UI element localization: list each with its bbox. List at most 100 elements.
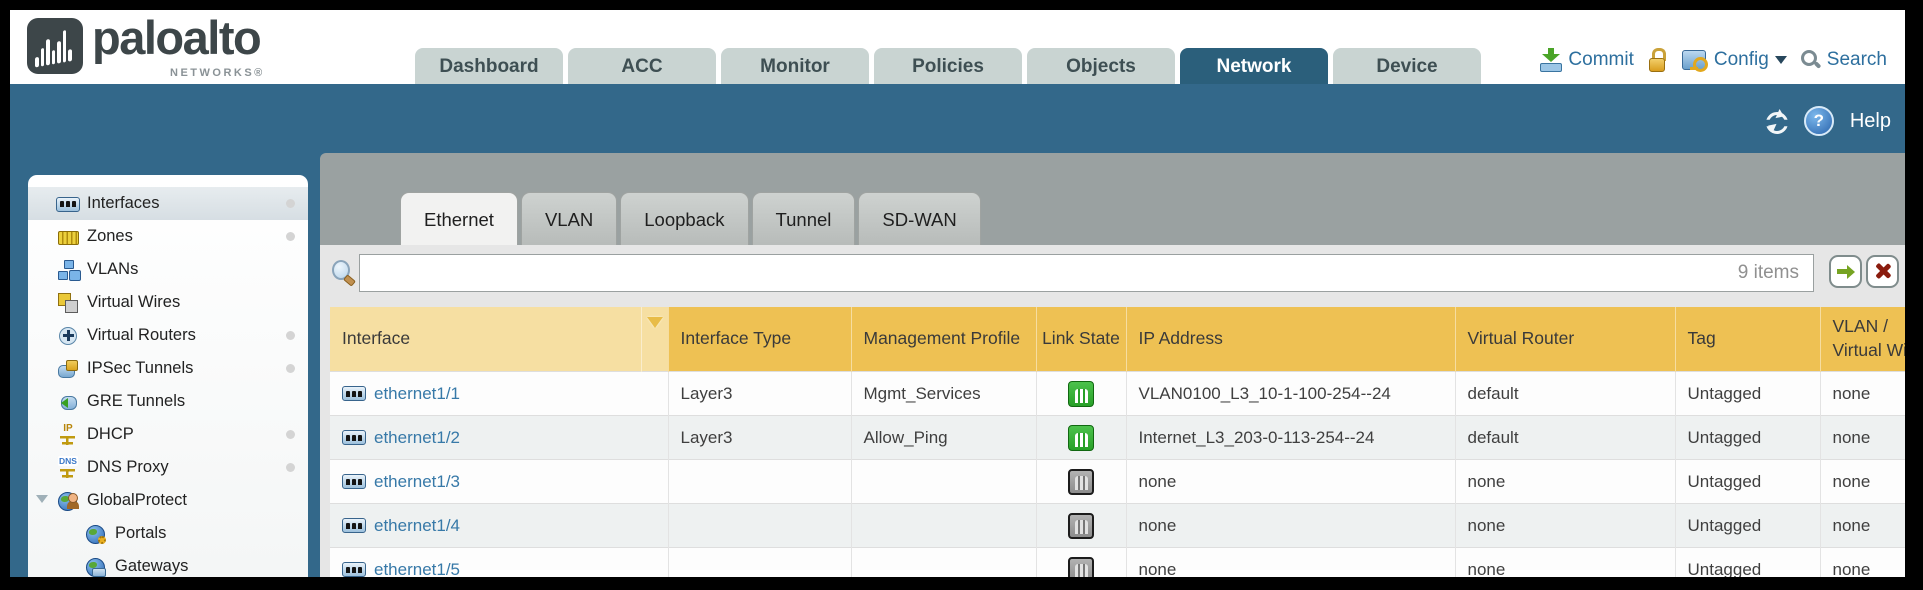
sidebar-item-label: DNS Proxy <box>87 458 169 476</box>
commit-icon <box>1540 48 1563 72</box>
cell-vlan-virtual-wire: none <box>1820 459 1905 504</box>
sidebar-item-globalprotect[interactable]: GlobalProtect <box>28 484 308 517</box>
nav-tab-network[interactable]: Network <box>1180 48 1328 84</box>
interface-link[interactable]: ethernet1/3 <box>374 471 461 491</box>
zones-icon <box>58 227 79 247</box>
table-row-ethernet1-1[interactable]: ethernet1/1 Layer3 Mgmt_Services VLAN0100_L… <box>330 371 1905 416</box>
search-icon <box>1800 50 1822 70</box>
status-dot <box>286 430 295 439</box>
cell-vlan-virtual-wire: none <box>1820 547 1905 577</box>
table-row-ethernet1-4[interactable]: ethernet1/4 none none Untagged none <box>330 503 1905 548</box>
apply-filter-button[interactable] <box>1829 255 1862 288</box>
nav-tab-objects[interactable]: Objects <box>1027 48 1175 84</box>
search-button[interactable]: Search <box>1800 49 1887 71</box>
content-area: 9 items <box>320 245 1905 577</box>
sidebar-item-label: IPSec Tunnels <box>87 359 194 377</box>
sidebar-item-virtual-wires[interactable]: Virtual Wires <box>28 286 308 319</box>
cell-ip-address: VLAN0100_L3_10-1-100-254--24 <box>1126 371 1456 416</box>
interface-icon <box>342 562 366 577</box>
cell-management-profile: Mgmt_Services <box>851 371 1037 416</box>
status-dot <box>286 463 295 472</box>
sidebar-item-ipsec-tunnels[interactable]: IPSec Tunnels <box>28 352 308 385</box>
clear-filter-button[interactable] <box>1866 255 1899 288</box>
tab-vlan[interactable]: VLAN <box>520 192 618 246</box>
interface-link[interactable]: ethernet1/2 <box>374 427 461 447</box>
table-row-ethernet1-3[interactable]: ethernet1/3 none none Untagged none <box>330 459 1905 504</box>
tab-sd-wan[interactable]: SD-WAN <box>858 192 981 246</box>
tab-loopback[interactable]: Loopback <box>620 192 749 246</box>
gateways-icon <box>86 557 106 577</box>
col-interface[interactable]: Interface <box>330 307 642 372</box>
sidebar-item-dns-proxy[interactable]: DNS DNS Proxy <box>28 451 308 484</box>
filter-search-icon <box>330 260 356 287</box>
col-interface-type[interactable]: Interface Type <box>668 307 852 372</box>
interface-link[interactable]: ethernet1/4 <box>374 515 461 535</box>
green-arrow-icon <box>1837 264 1855 278</box>
nav-tab-dashboard[interactable]: Dashboard <box>415 48 563 84</box>
config-menu-button[interactable]: Config <box>1681 48 1787 72</box>
sidebar-item-virtual-routers[interactable]: Virtual Routers <box>28 319 308 352</box>
sidebar-item-zones[interactable]: Zones <box>28 220 308 253</box>
cell-management-profile <box>851 503 1037 548</box>
sidebar-item-label: GlobalProtect <box>87 491 187 509</box>
status-dot <box>286 364 295 373</box>
dhcp-icon: IP <box>58 423 78 445</box>
sidebar-item-interfaces[interactable]: Interfaces <box>28 187 308 220</box>
filter-toolbar: 9 items <box>330 252 1899 298</box>
col-virtual-router[interactable]: Virtual Router <box>1455 307 1676 372</box>
sidebar-item-label: Portals <box>115 524 167 542</box>
cell-management-profile <box>851 547 1037 577</box>
col-vlan-virtual-wire[interactable]: VLAN / Virtual Wire <box>1820 307 1905 372</box>
sidebar-item-gre-tunnels[interactable]: GRE Tunnels <box>28 385 308 418</box>
sidebar-item-portals[interactable]: Portals <box>28 517 308 550</box>
sidebar-item-gateways[interactable]: Gateways <box>28 550 308 577</box>
interfaces-table: Interface Interface Type Management Prof… <box>330 307 1905 577</box>
lock-icon[interactable] <box>1648 48 1668 72</box>
cell-interface-type: Layer3 <box>668 415 852 460</box>
interface-link[interactable]: ethernet1/5 <box>374 559 461 578</box>
nav-tab-policies[interactable]: Policies <box>874 48 1022 84</box>
config-keys-icon <box>1681 48 1708 72</box>
interfaces-icon <box>56 194 80 214</box>
interface-icon <box>342 518 366 533</box>
sidebar-item-dhcp[interactable]: IP DHCP <box>28 418 308 451</box>
sort-indicator-cell[interactable] <box>641 307 669 372</box>
cell-ip-address: Internet_L3_203-0-113-254--24 <box>1126 415 1456 460</box>
brand-sub: NETWORKS® <box>170 67 265 79</box>
sidebar-item-vlans[interactable]: VLANs <box>28 253 308 286</box>
tab-ethernet[interactable]: Ethernet <box>400 192 518 246</box>
tab-tunnel[interactable]: Tunnel <box>751 192 856 246</box>
filter-input[interactable] <box>359 254 1814 292</box>
col-link-state[interactable]: Link State <box>1036 307 1127 372</box>
commit-button[interactable]: Commit <box>1540 48 1634 72</box>
cell-virtual-router: none <box>1455 459 1676 504</box>
col-ip-address[interactable]: IP Address <box>1126 307 1456 372</box>
nav-tab-device[interactable]: Device <box>1333 48 1481 84</box>
expander-triangle-icon[interactable] <box>36 495 48 509</box>
link-state-down-icon <box>1068 512 1094 539</box>
link-state-up-icon <box>1068 424 1094 451</box>
sidebar-item-label: VLANs <box>87 260 139 278</box>
status-dot <box>286 199 295 208</box>
cell-interface: ethernet1/4 <box>330 503 669 548</box>
chevron-down-icon <box>1774 56 1787 70</box>
interface-type-tabs: Ethernet VLAN Loopback Tunnel SD-WAN <box>400 192 981 246</box>
help-label[interactable]: Help <box>1849 109 1891 132</box>
sidebar-item-label: Gateways <box>115 557 189 575</box>
sidebar-item-label: Virtual Routers <box>87 326 196 344</box>
refresh-icon[interactable] <box>1761 108 1791 134</box>
cell-tag: Untagged <box>1675 415 1821 460</box>
virtual-wires-icon <box>58 292 78 313</box>
col-tag[interactable]: Tag <box>1675 307 1821 372</box>
cell-tag: Untagged <box>1675 503 1821 548</box>
nav-tab-monitor[interactable]: Monitor <box>721 48 869 84</box>
cell-link-state <box>1036 371 1127 416</box>
table-row-ethernet1-2[interactable]: ethernet1/2 Layer3 Allow_Ping Internet_L3_2… <box>330 415 1905 460</box>
logo-waveform-icon <box>35 26 75 68</box>
table-row-ethernet1-5[interactable]: ethernet1/5 none none Untagged none <box>330 547 1905 578</box>
interface-link[interactable]: ethernet1/1 <box>374 383 461 403</box>
nav-tab-acc[interactable]: ACC <box>568 48 716 84</box>
nav-actions: Commit Config Search <box>1540 44 1887 76</box>
help-icon[interactable] <box>1803 106 1834 136</box>
col-management-profile[interactable]: Management Profile <box>851 307 1037 372</box>
